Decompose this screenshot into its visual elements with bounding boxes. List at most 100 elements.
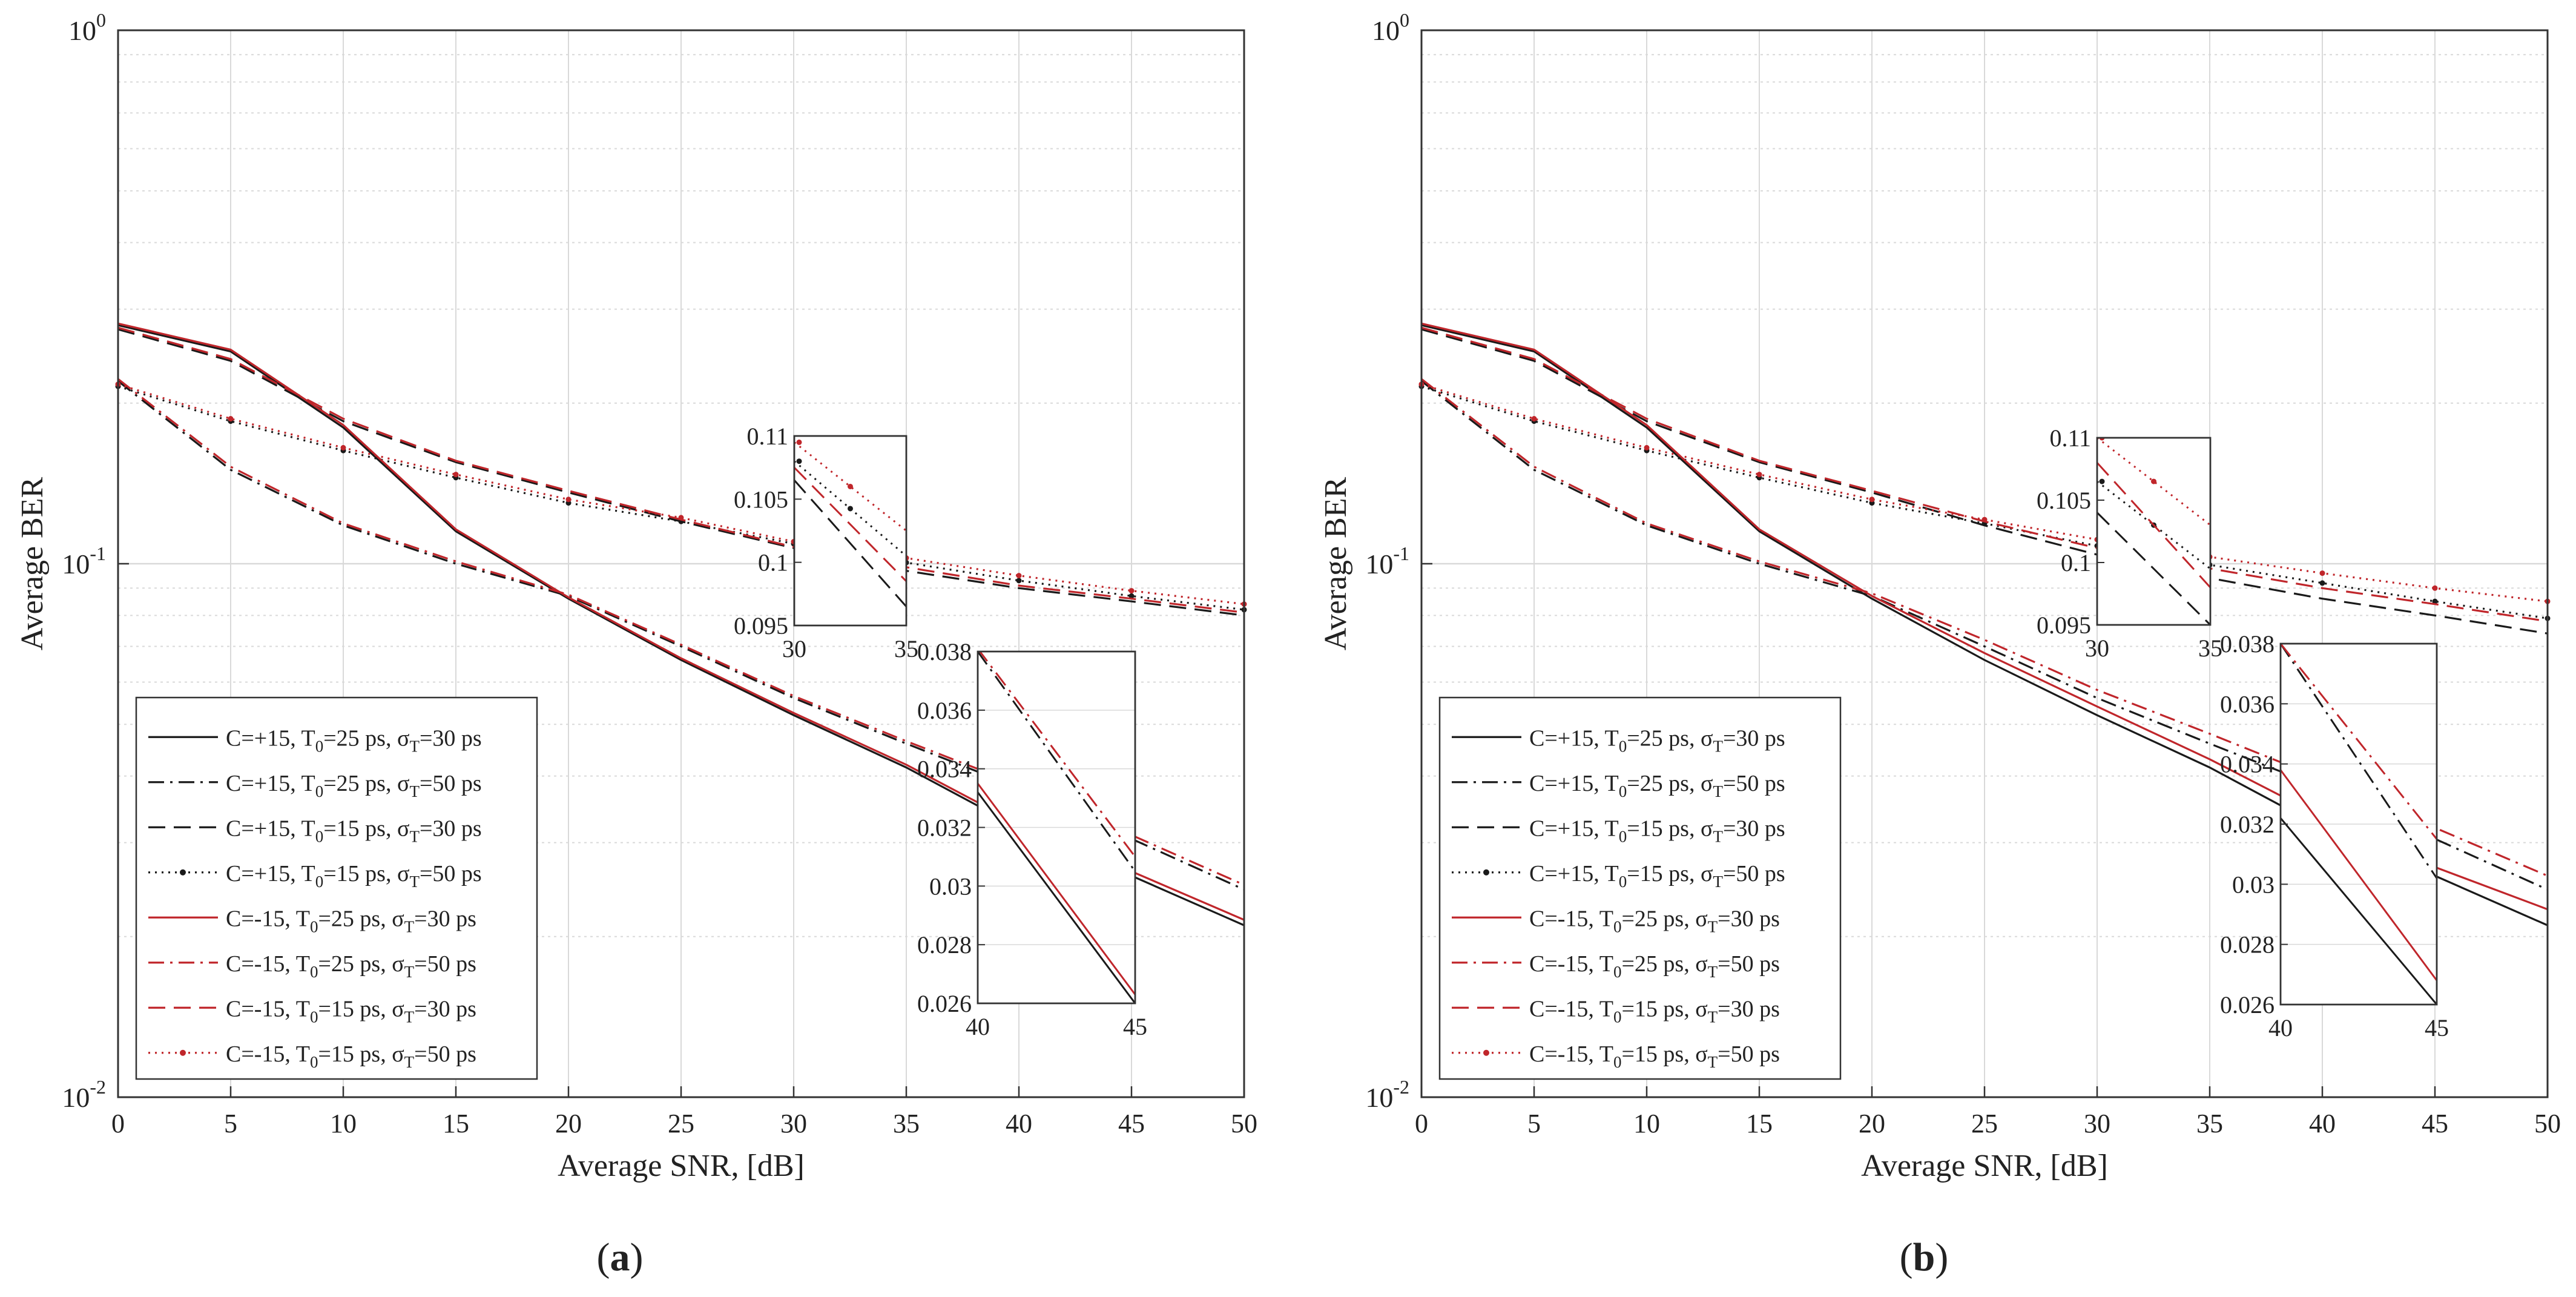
inset-y-tick-label: 0.038 — [2220, 630, 2275, 658]
legend-label: C=+15, T0=15 ps, σT=30 ps — [1529, 816, 1785, 845]
legend-label: C=+15, T0=25 ps, σT=50 ps — [1529, 771, 1785, 800]
legend-label: C=-15, T0=15 ps, σT=50 ps — [1529, 1041, 1780, 1071]
inset-lines — [2097, 438, 2210, 625]
x-tick-label: 35 — [893, 1109, 920, 1138]
inset-line — [2097, 462, 2210, 589]
inset-lines — [978, 652, 1135, 1003]
inset-2: 40 45 0.026 0.028 0.03 0.032 0.034 0.036 0.038 — [2220, 630, 2449, 1041]
x-axis-label: Average SNR, [dB] — [1861, 1149, 2108, 1183]
inset-line — [978, 782, 1135, 995]
x-tick-label: 20 — [1859, 1109, 1885, 1138]
inset-y-tick-label: 0.026 — [917, 990, 972, 1017]
series-marker — [1128, 588, 1135, 594]
inset-area — [794, 436, 906, 625]
inset-y-tick-label: 0.032 — [917, 814, 972, 842]
inset-marker — [796, 458, 802, 464]
inset-y-tick-label: 0.034 — [917, 756, 972, 783]
inset-line — [794, 467, 906, 582]
inset-line — [794, 480, 906, 607]
series-marker — [1981, 516, 1988, 523]
y-tick-label: 10-2 — [62, 1076, 106, 1113]
x-tick-label: 0 — [1415, 1109, 1428, 1138]
legend-label: C=-15, T0=25 ps, σT=50 ps — [1529, 951, 1780, 981]
series-marker — [2319, 570, 2325, 576]
inset-line — [2097, 512, 2210, 625]
legend: C=+15, T0=25 ps, σT=30 ps C=+15, T0=25 ps… — [1438, 696, 1842, 1080]
y-tick-label: 100 — [1372, 9, 1409, 46]
legend-label: C=+15, T0=25 ps, σT=50 ps — [226, 771, 482, 800]
legend-item: C=-15, T0=25 ps, σT=50 ps — [148, 951, 476, 981]
inset-2: 40 45 0.026 0.028 0.03 0.032 0.034 0.036 0.038 — [917, 638, 1147, 1040]
y-tick-label: 10-2 — [1365, 1076, 1409, 1113]
series-marker — [1128, 593, 1135, 599]
legend-label: C=+15, T0=15 ps, σT=30 ps — [226, 816, 482, 845]
x-tick-label: 30 — [2084, 1109, 2110, 1138]
x-tick-label: 10 — [1633, 1109, 1660, 1138]
inset-y-tick-label: 0.105 — [2037, 487, 2091, 514]
legend-label: C=+15, T0=25 ps, σT=30 ps — [226, 725, 482, 755]
legend-item: C=+15, T0=25 ps, σT=30 ps — [148, 725, 482, 755]
x-tick-label: 45 — [2422, 1109, 2448, 1138]
inset-1: 30 35 0.095 0.1 0.105 0.11 — [2037, 424, 2222, 662]
inset-line — [978, 791, 1135, 1003]
x-tick-label: 25 — [1971, 1109, 1998, 1138]
inset-x-tick-label: 45 — [1123, 1013, 1147, 1040]
legend-marker — [1483, 1049, 1489, 1056]
inset-frame — [793, 435, 908, 627]
inset-y-tick-label: 0.03 — [929, 873, 972, 900]
x-tick-label: 20 — [555, 1109, 582, 1138]
inset-y-tick-label: 0.1 — [758, 549, 788, 576]
inset-y-tick-label: 0.036 — [917, 697, 972, 724]
inset-y-tick-label: 0.095 — [734, 612, 788, 639]
legend-item: C=+15, T0=15 ps, σT=50 ps — [1452, 861, 1785, 891]
inset-y-tick-label: 0.028 — [2220, 931, 2275, 959]
y-axis-label: Average BER — [1319, 477, 1353, 650]
y-tick-label: 10-1 — [1365, 543, 1409, 579]
inset-frame — [2096, 437, 2212, 626]
series-marker — [565, 497, 572, 503]
series-marker — [2319, 580, 2325, 586]
inset-x-tick-label: 40 — [966, 1013, 990, 1040]
legend-label: C=+15, T0=15 ps, σT=50 ps — [226, 861, 482, 891]
inset-y-tick-label: 0.026 — [2220, 991, 2275, 1018]
legend-label: C=-15, T0=25 ps, σT=30 ps — [1529, 906, 1780, 936]
inset-line — [978, 652, 1135, 857]
legend: C=+15, T0=25 ps, σT=30 ps C=+15, T0=25 ps… — [135, 696, 538, 1080]
legend-item: C=-15, T0=15 ps, σT=30 ps — [1452, 996, 1780, 1026]
inset-x-tick-label: 35 — [894, 635, 918, 662]
chart-panel-b: 0 5 10 15 20 25 30 35 40 45 50 10-2 10-1 100 Average S… — [1319, 9, 2561, 1279]
chart-panel-a: 0 5 10 15 20 25 30 35 40 45 50 10-2 10-1 100 Average S… — [15, 9, 1257, 1279]
legend-item: C=-15, T0=15 ps, σT=30 ps — [148, 996, 476, 1026]
inset-y-tick-label: 0.038 — [917, 638, 972, 665]
legend-marker — [1483, 869, 1489, 876]
legend-label: C=-15, T0=15 ps, σT=30 ps — [1529, 996, 1780, 1026]
x-tick-label: 15 — [1746, 1109, 1773, 1138]
x-tick-label: 5 — [1527, 1109, 1541, 1138]
legend-item: C=-15, T0=25 ps, σT=30 ps — [148, 906, 476, 936]
legend-item: C=+15, T0=15 ps, σT=30 ps — [1452, 816, 1785, 845]
inset-x-tick-label: 45 — [2425, 1014, 2449, 1041]
inset-x-tick-label: 40 — [2268, 1014, 2293, 1041]
legend-label: C=-15, T0=15 ps, σT=50 ps — [226, 1041, 476, 1071]
inset-lines — [2281, 644, 2437, 1005]
series-marker — [678, 515, 684, 521]
y-tick-label: 100 — [68, 9, 106, 46]
x-tick-label: 15 — [443, 1109, 469, 1138]
inset-y-tick-label: 0.03 — [2232, 871, 2275, 898]
legend-label: C=+15, T0=15 ps, σT=50 ps — [1529, 861, 1785, 891]
x-axis-label: Average SNR, [dB] — [558, 1149, 805, 1183]
inset-line — [2281, 769, 2437, 982]
inset-line — [2281, 644, 2437, 840]
inset-x-tick-label: 30 — [2085, 635, 2109, 662]
inset-y-tick-label: 0.095 — [2037, 612, 2091, 639]
y-tick-label: 10-1 — [62, 543, 106, 579]
x-tick-label: 30 — [780, 1109, 807, 1138]
legend-box — [135, 696, 538, 1080]
x-tick-label: 40 — [1006, 1109, 1032, 1138]
legend-item: C=+15, T0=15 ps, σT=50 ps — [148, 861, 482, 891]
inset-marker — [848, 483, 853, 489]
series-marker — [1016, 578, 1022, 584]
inset-x-tick-label: 30 — [782, 635, 806, 662]
legend-item: C=-15, T0=25 ps, σT=50 ps — [1452, 951, 1780, 981]
